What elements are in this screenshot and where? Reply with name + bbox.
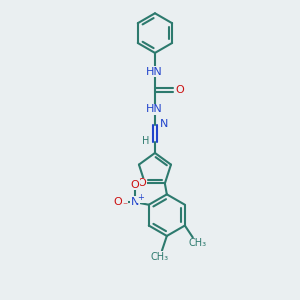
Text: O: O: [175, 85, 184, 94]
Text: HN: HN: [146, 67, 162, 77]
Text: O: O: [130, 180, 139, 190]
Text: HN: HN: [146, 104, 162, 114]
Text: ⁻: ⁻: [122, 202, 128, 212]
Text: O: O: [138, 178, 146, 188]
Text: +: +: [137, 193, 144, 202]
Text: CH₃: CH₃: [151, 252, 169, 262]
Text: N: N: [160, 119, 168, 129]
Text: CH₃: CH₃: [189, 238, 207, 248]
Text: H: H: [142, 136, 150, 146]
Text: N: N: [131, 197, 139, 207]
Text: O: O: [113, 197, 122, 207]
